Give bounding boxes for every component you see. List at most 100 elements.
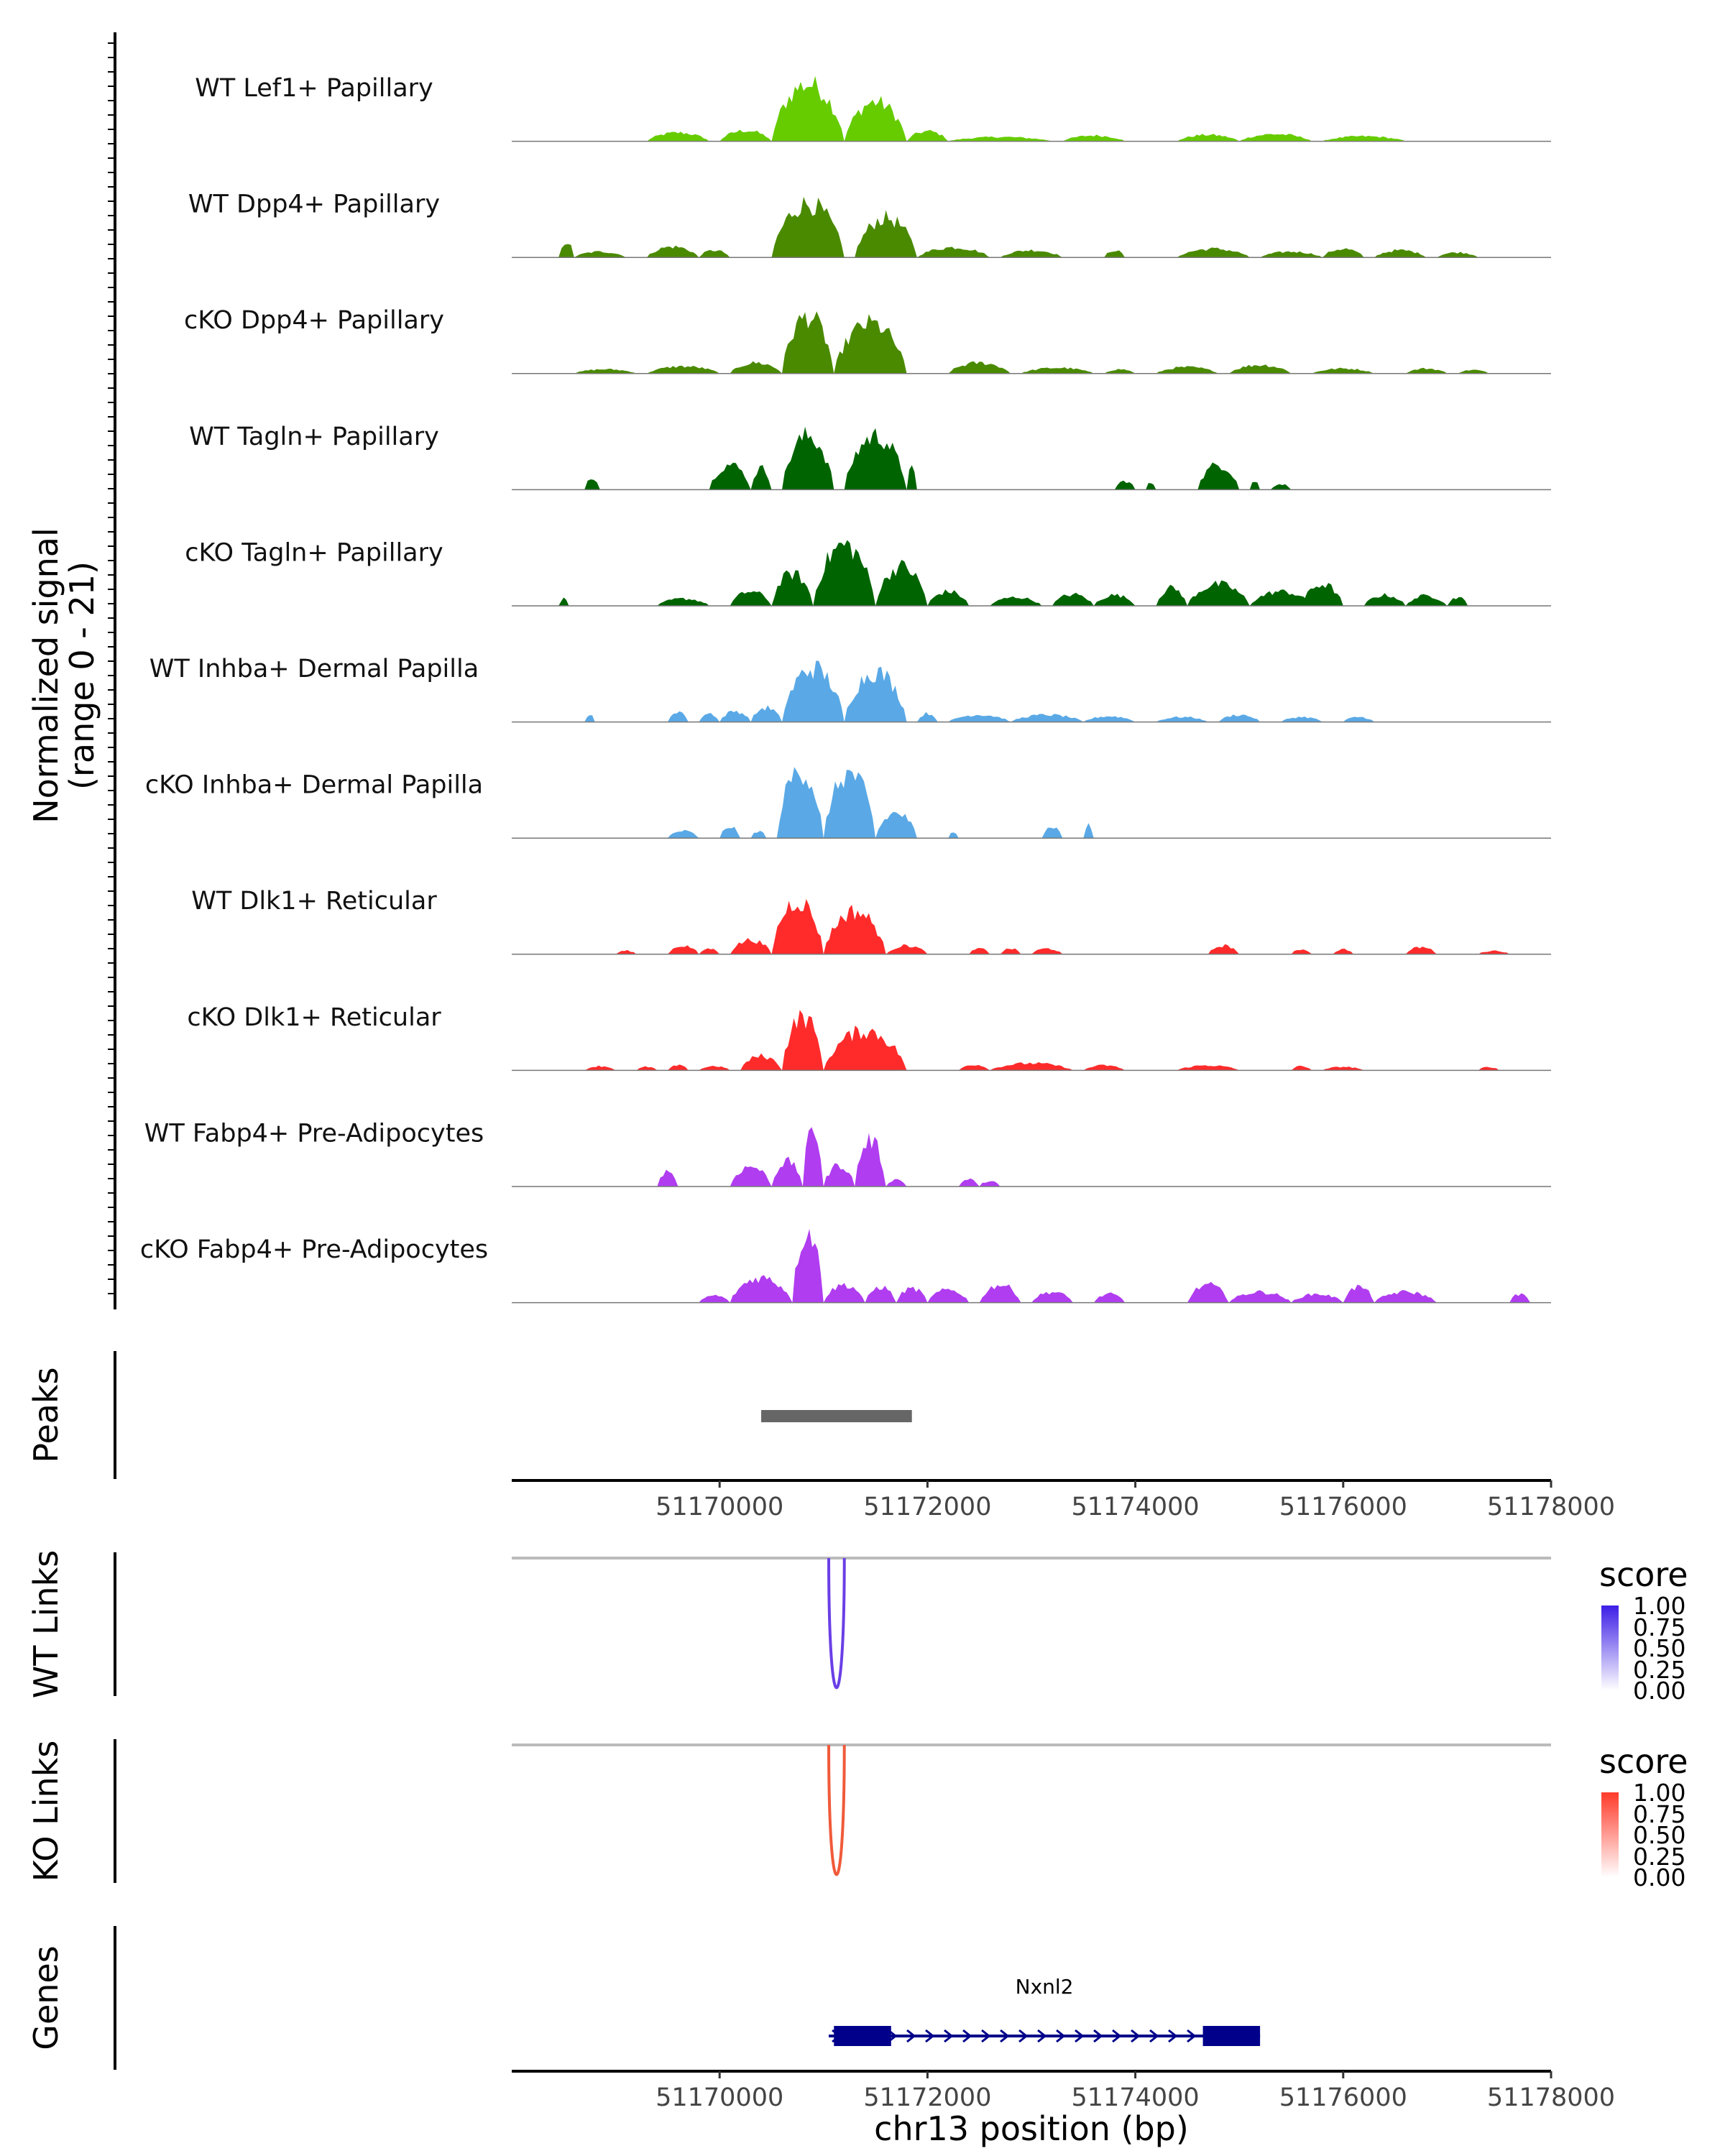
coverage-peak	[782, 311, 834, 374]
coverage-peak	[730, 361, 782, 374]
coverage-peak	[719, 710, 751, 722]
coverage-peak	[844, 666, 907, 722]
coverage-peak	[730, 938, 772, 954]
coverage-peak	[979, 1284, 1021, 1303]
coverage-peak	[1312, 367, 1375, 374]
coverage-track: WT Dpp4+ Papillary	[188, 190, 1551, 258]
wt-legend-tick: 0.00	[1633, 1677, 1685, 1705]
coverage-peak	[834, 314, 907, 374]
coverage-peak	[865, 1286, 896, 1303]
x-axis-tick-label: 51178000	[1487, 2083, 1615, 2112]
ko-legend-tick: 0.25	[1633, 1843, 1685, 1871]
coverage-peak	[667, 1064, 689, 1071]
coverage-peak	[886, 944, 928, 954]
gene-strand-arrow	[1037, 2029, 1047, 2043]
coverage-peak	[1249, 589, 1312, 606]
x-axis-top-ticks: 51170000 51172000 51174000 51176000 51178000	[656, 1480, 1615, 1521]
coverage-peak	[916, 247, 990, 258]
coverage-peak	[1021, 367, 1094, 374]
track-label: WT Dpp4+ Papillary	[188, 190, 440, 219]
coverage-peak	[1291, 1065, 1312, 1071]
coverage-peak	[802, 1127, 824, 1187]
coverage-peak	[813, 540, 876, 606]
x-axis-tick-label: 51178000	[1487, 1493, 1615, 1521]
ko-legend-colorbar	[1601, 1792, 1619, 1877]
coverage-peak	[771, 1156, 803, 1187]
coverage-peak	[771, 196, 845, 258]
ko-score-legend: score 1.00 0.75 0.50 0.25 0.00	[1599, 1742, 1688, 1892]
coverage-peak	[1062, 134, 1126, 142]
coverage-peak	[1405, 367, 1448, 374]
coverage-track: cKO Fabp4+ Pre-Adipocytes	[140, 1229, 1551, 1304]
track-label: WT Dlk1+ Reticular	[191, 887, 437, 916]
wt-legend-tick: 0.75	[1633, 1613, 1685, 1641]
gene-exon-box	[1202, 2026, 1261, 2046]
coverage-peak	[1146, 483, 1156, 490]
coverage-peak	[667, 945, 699, 954]
coverage-peak	[1333, 949, 1354, 954]
coverage-peak	[584, 1065, 616, 1071]
coverage-peak	[719, 826, 741, 839]
coverage-peak	[647, 132, 709, 142]
coverage-peak	[1374, 1290, 1437, 1303]
coverage-peak	[636, 1066, 658, 1071]
coverage-peak	[1270, 484, 1292, 490]
gene-strand-arrow	[1075, 2029, 1085, 2043]
signal-y-ticks	[108, 42, 115, 1294]
coverage-peak	[927, 1288, 970, 1303]
wt-legend-title: score	[1599, 1555, 1688, 1594]
gene-strand-arrow	[906, 2029, 916, 2043]
coverage-peak	[1156, 584, 1187, 606]
coverage-track: WT Lef1+ Papillary	[195, 74, 1551, 142]
coverage-peak	[823, 1283, 865, 1303]
coverage-peak	[855, 1133, 886, 1187]
coverage-peak	[1031, 948, 1063, 954]
coverage-peak	[1363, 593, 1406, 606]
coverage-peak	[1052, 592, 1094, 606]
x-axis-tick-label: 51174000	[1072, 1493, 1200, 1521]
coverage-peak	[740, 1053, 782, 1071]
coverage-peak	[948, 714, 1011, 722]
signal-axis-title: Normalized signal	[27, 528, 65, 824]
coverage-peak	[776, 767, 824, 839]
coverage-peak	[1177, 134, 1240, 142]
coverage-peak	[719, 129, 772, 142]
coverage-peak	[1177, 1065, 1240, 1071]
coverage-peak	[844, 428, 907, 490]
peaks-regions	[761, 1410, 912, 1422]
coverage-peak	[1405, 946, 1437, 954]
link-arc	[827, 1557, 846, 1690]
wt-score-legend: score 1.00 0.75 0.50 0.25 0.00	[1599, 1555, 1688, 1705]
coverage-peak	[771, 570, 814, 606]
gene-strand-arrow	[1131, 2029, 1141, 2043]
x-axis-bottom-ticks: 51170000 51172000 51174000 51176000 51178000	[656, 2071, 1615, 2112]
coverage-peak	[875, 560, 928, 606]
coverage-peak	[699, 249, 730, 258]
coverage-peak	[558, 244, 574, 258]
ko-legend-tick: 0.75	[1633, 1800, 1685, 1828]
coverage-peak	[584, 479, 600, 490]
coverage-peak	[1083, 1064, 1126, 1071]
signal-axis-subtitle: (range 0 - 21)	[63, 561, 101, 790]
coverage-peak	[1177, 247, 1250, 258]
track-label: WT Inhba+ Dermal Papilla	[150, 655, 479, 683]
coverage-peak	[969, 948, 990, 954]
coverage-peak	[1509, 1293, 1531, 1303]
coverage-peak	[1000, 249, 1063, 258]
coverage-peak	[792, 1229, 824, 1303]
coverage-peak	[958, 1178, 980, 1187]
coverage-peak	[782, 660, 845, 722]
coverage-peak	[782, 1010, 824, 1071]
track-label: cKO Inhba+ Dermal Papilla	[145, 771, 483, 800]
coverage-peak	[823, 770, 876, 839]
coverage-peak	[1114, 480, 1136, 490]
coverage-peak	[1011, 714, 1084, 722]
wt-links-track	[512, 1557, 1551, 1690]
track-label: cKO Dpp4+ Papillary	[184, 306, 444, 335]
coverage-peak	[1239, 134, 1312, 142]
x-axis-tick-label: 51176000	[1279, 2083, 1407, 2112]
coverage-peak	[657, 597, 709, 606]
coverage-peak	[574, 251, 627, 258]
gene-strand-arrow	[944, 2029, 954, 2043]
coverage-peak	[1249, 482, 1261, 490]
